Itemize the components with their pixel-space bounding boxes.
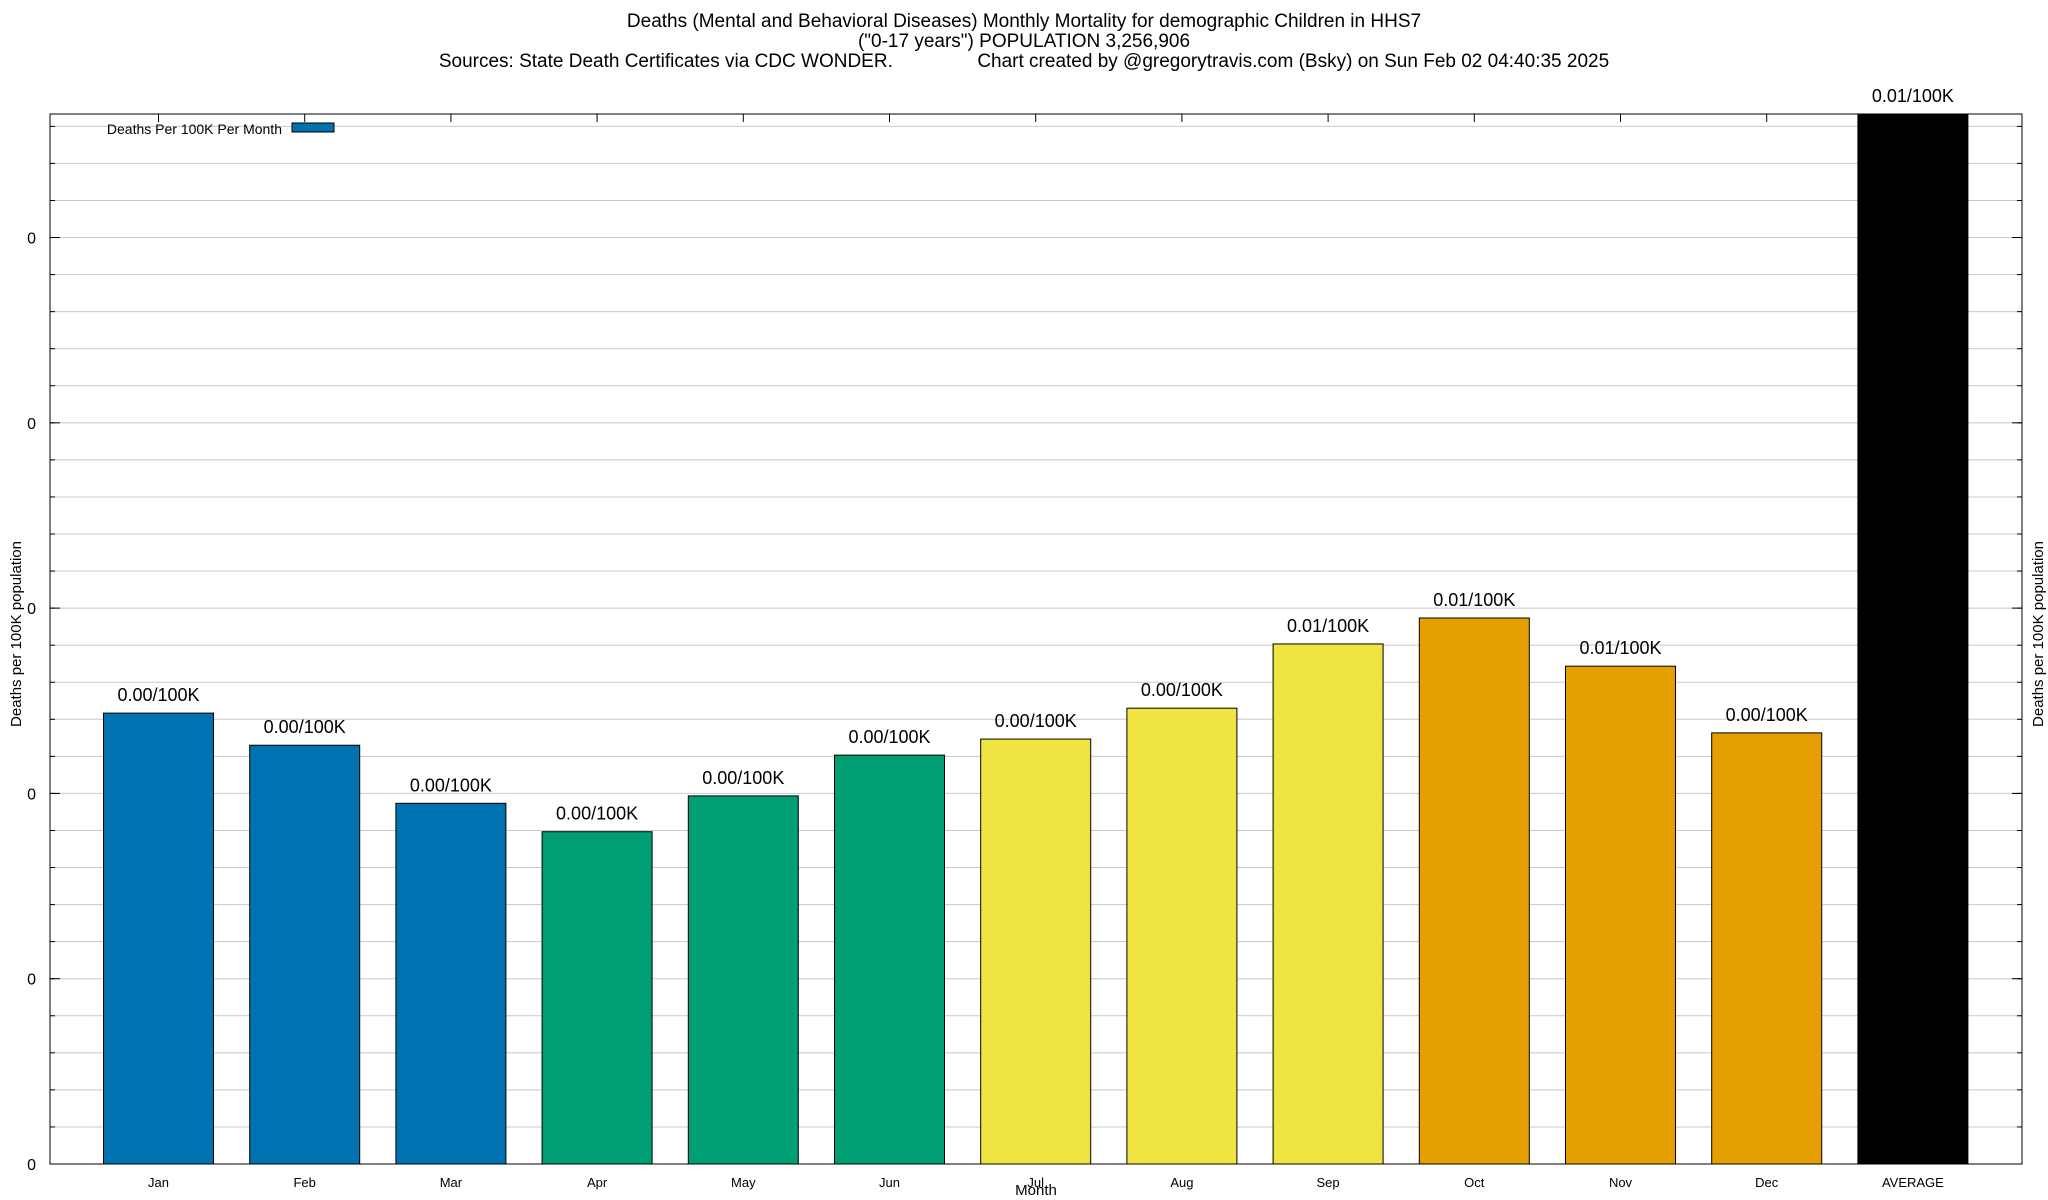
data-label: 0.00/100K — [848, 727, 930, 747]
x-tick-label: Sep — [1317, 1175, 1340, 1190]
bar-mar — [395, 802, 507, 1165]
data-label: 0.01/100K — [1579, 638, 1661, 658]
data-label: 0.00/100K — [117, 685, 199, 705]
bars-layer — [103, 113, 1969, 1165]
x-tick-label: Feb — [293, 1175, 315, 1190]
x-tick-label: Jan — [148, 1175, 169, 1190]
bar-apr — [541, 831, 653, 1165]
x-tick-label: Aug — [1170, 1175, 1193, 1190]
data-label: 0.00/100K — [1726, 705, 1808, 725]
bar-average — [1857, 113, 1969, 1165]
x-tick-label: Dec — [1755, 1175, 1779, 1190]
bar-feb — [249, 744, 361, 1165]
legend: Deaths Per 100K Per Month — [107, 121, 335, 137]
data-label: 0.01/100K — [1433, 590, 1515, 610]
chart-title: Deaths (Mental and Behavioral Diseases) … — [626, 11, 1422, 32]
y-tick-label: 0 — [27, 786, 36, 803]
y-tick-label: 0 — [27, 1157, 36, 1174]
y-tick-label: 0 — [27, 231, 36, 248]
x-tick-label: May — [731, 1175, 756, 1190]
data-label: 0.00/100K — [264, 717, 346, 737]
x-tick-label: Apr — [587, 1175, 608, 1190]
chart-subtitle: ("0-17 years") POPULATION 3,256,906 — [857, 31, 1191, 52]
x-tick-label: Oct — [1464, 1175, 1485, 1190]
bar-nov — [1565, 665, 1676, 1165]
plot-frame — [49, 113, 2023, 1165]
chart-title-block: Deaths (Mental and Behavioral Diseases) … — [0, 12, 2048, 72]
legend-label: Deaths Per 100K Per Month — [107, 121, 282, 137]
x-tick-label: Nov — [1609, 1175, 1633, 1190]
y-tick-label: 0 — [27, 416, 36, 433]
bar-may — [687, 795, 799, 1165]
data-label: 0.00/100K — [1141, 680, 1223, 700]
bar-sep — [1272, 643, 1384, 1165]
y-axis-title-left: Deaths per 100K population — [8, 541, 25, 727]
x-axis-title: Month — [1015, 1182, 1057, 1199]
y-tick-label: 0 — [27, 601, 36, 618]
data-label: 0.00/100K — [702, 768, 784, 788]
bar-jul — [980, 738, 1092, 1165]
bar-jun — [834, 754, 945, 1165]
data-label: 0.00/100K — [995, 711, 1077, 731]
x-tick-label: AVERAGE — [1882, 1175, 1944, 1190]
labels-layer: 0 0 0 0 0 0 Jan 0.00/100K Feb 0.00/100K Mar 0.00/10… — [27, 86, 1954, 1190]
data-label: 0.01/100K — [1287, 616, 1369, 636]
bar-oct — [1418, 617, 1530, 1165]
x-tick-label: Jul — [1027, 1175, 1044, 1190]
y-tick-label: 0 — [27, 972, 36, 989]
bar-jan — [103, 712, 214, 1165]
bar-aug — [1126, 707, 1238, 1165]
data-label: 0.00/100K — [410, 775, 492, 795]
data-label: 0.00/100K — [556, 804, 638, 824]
data-label: 0.01/100K — [1872, 86, 1954, 106]
chart-source-line: Sources: State Death Certificates via CD… — [438, 51, 1610, 72]
x-tick-label: Jun — [879, 1175, 900, 1190]
legend-swatch — [291, 122, 335, 133]
x-tick-label: Mar — [440, 1175, 463, 1190]
y-axis-title-right: Deaths per 100K population — [2030, 541, 2047, 727]
bar-dec — [1711, 732, 1823, 1165]
